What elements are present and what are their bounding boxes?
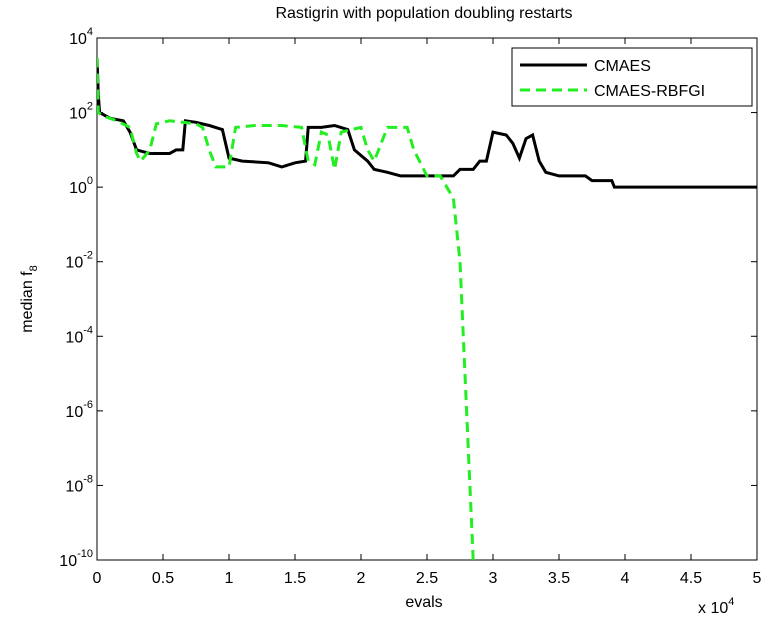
x-tick-label: 1.5 bbox=[284, 570, 306, 587]
y-tick-exp: -8 bbox=[83, 473, 93, 485]
x-tick-label: 2.5 bbox=[416, 570, 438, 587]
y-tick-label: 10-8 bbox=[65, 473, 93, 495]
legend-label: CMAES bbox=[594, 58, 651, 75]
y-tick-exp: 4 bbox=[87, 26, 93, 38]
chart-title: Rastigrin with population doubling resta… bbox=[275, 5, 572, 22]
y-label-text: median f bbox=[19, 271, 36, 333]
y-axis-label: median f8 bbox=[19, 265, 40, 333]
x-tick-label: 0.5 bbox=[152, 570, 174, 587]
y-tick-label: 104 bbox=[69, 26, 93, 48]
x-multiplier-exp: 4 bbox=[728, 596, 734, 608]
plot-area bbox=[96, 37, 758, 561]
x-multiplier-base: x 10 bbox=[698, 600, 728, 617]
x-axis-label: evals bbox=[405, 594, 442, 611]
x-tick-label: 3 bbox=[489, 570, 498, 587]
y-tick-base: 10 bbox=[65, 478, 83, 495]
legend-label: CMAES-RBFGI bbox=[594, 83, 705, 100]
x-tick-label: 1 bbox=[225, 570, 234, 587]
y-tick-base: 10 bbox=[65, 255, 83, 272]
y-tick-base: 10 bbox=[59, 553, 77, 570]
y-tick-label: 102 bbox=[69, 101, 93, 123]
y-tick-label: 10-10 bbox=[59, 548, 93, 570]
y-tick-base: 10 bbox=[65, 329, 83, 346]
y-tick-exp: -6 bbox=[83, 399, 93, 411]
legend-box bbox=[511, 47, 753, 107]
y-label-sub: 8 bbox=[28, 265, 40, 271]
x-tick-label: 4.5 bbox=[680, 570, 702, 587]
y-tick-base: 10 bbox=[65, 404, 83, 421]
x-tick-label: 4 bbox=[621, 570, 630, 587]
series-line bbox=[97, 57, 475, 561]
y-tick-base: 10 bbox=[69, 106, 87, 123]
x-tick-label: 3.5 bbox=[548, 570, 570, 587]
y-tick-label: 10-2 bbox=[65, 250, 93, 272]
x-tick-label: 0 bbox=[93, 570, 102, 587]
y-tick-label: 100 bbox=[69, 175, 93, 197]
y-tick-label: 10-6 bbox=[65, 399, 93, 421]
y-tick-base: 10 bbox=[69, 31, 87, 48]
y-tick-label: 10-4 bbox=[65, 324, 93, 346]
y-tick-exp: -10 bbox=[77, 548, 93, 560]
y-tick-exp: -2 bbox=[83, 250, 93, 262]
x-tick-label: 2 bbox=[357, 570, 366, 587]
series-line bbox=[97, 57, 757, 189]
y-tick-exp: 2 bbox=[87, 101, 93, 113]
y-tick-exp: -4 bbox=[83, 324, 93, 336]
x-tick-label: 5 bbox=[753, 570, 762, 587]
x-multiplier: x 104 bbox=[698, 596, 734, 617]
y-tick-base: 10 bbox=[69, 180, 87, 197]
y-tick-exp: 0 bbox=[87, 175, 93, 187]
